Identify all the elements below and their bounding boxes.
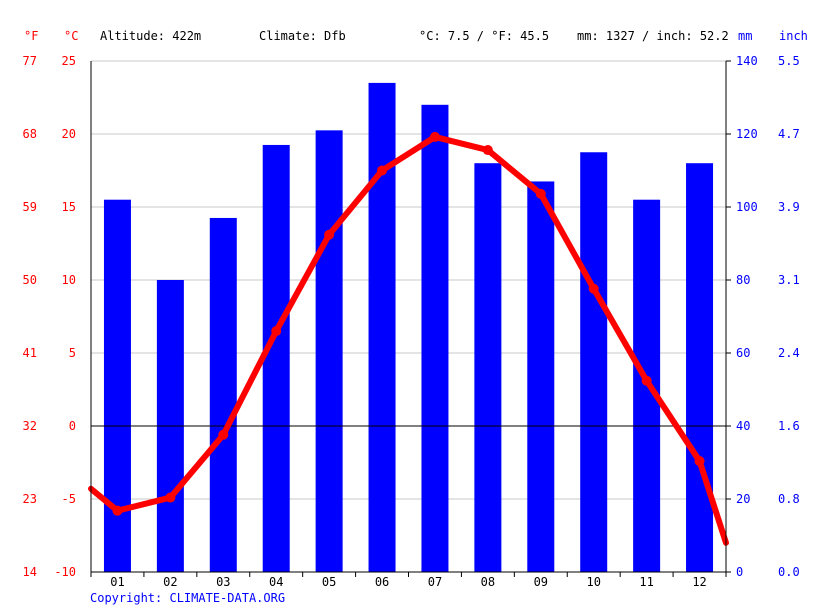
fahrenheit-tick-label: 77 <box>23 54 37 68</box>
inch-tick-label: 3.9 <box>778 200 800 214</box>
tick-labels: 77 25 140 5.568 20 120 4.759 15 100 3.950 10 80 3.14… <box>23 54 800 589</box>
celsius-tick-label: 25 <box>62 54 76 68</box>
mm-tick-label: 80 <box>736 273 750 287</box>
celsius-tick-label: 15 <box>62 200 76 214</box>
celsius-tick-label: -5 <box>62 492 76 506</box>
mm-tick-label: 100 <box>736 200 758 214</box>
month-tick-label: 07 <box>428 575 442 589</box>
inch-tick-label: 1.6 <box>778 419 800 433</box>
inch-tick-label: 0.8 <box>778 492 800 506</box>
temperature-point <box>218 429 229 440</box>
precipitation-bar <box>315 130 343 572</box>
celsius-tick-label: 20 <box>62 127 76 141</box>
fahrenheit-tick-label: 23 <box>23 492 37 506</box>
celsius-tick-label: -10 <box>54 565 76 579</box>
month-tick-label: 10 <box>586 575 600 589</box>
precipitation-bar <box>368 82 396 573</box>
copyright-text: Copyright: CLIMATE-DATA.ORG <box>90 591 286 605</box>
mm-tick-label: 0 <box>736 565 743 579</box>
mm-tick-label: 20 <box>736 492 750 506</box>
temperature-point <box>324 229 335 240</box>
temperature-point <box>641 375 652 386</box>
fahrenheit-tick-label: 68 <box>23 127 37 141</box>
temperature-point <box>535 188 546 199</box>
average-temperature-label: °C: 7.5 / °F: 45.5 <box>419 29 549 43</box>
temperature-point <box>588 283 599 294</box>
fahrenheit-unit-label: °F <box>24 29 38 43</box>
month-tick-label: 01 <box>110 575 124 589</box>
temperature-point <box>694 456 705 467</box>
month-tick-label: 05 <box>322 575 336 589</box>
grid-lines <box>91 60 726 573</box>
celsius-tick-label: 10 <box>62 273 76 287</box>
fahrenheit-tick-label: 14 <box>23 565 37 579</box>
celsius-tick-label: 0 <box>69 419 76 433</box>
precipitation-bar <box>580 152 608 572</box>
fahrenheit-tick-label: 50 <box>23 273 37 287</box>
month-tick-label: 08 <box>481 575 495 589</box>
precipitation-bar <box>527 181 555 572</box>
temperature-point <box>112 505 123 516</box>
total-precipitation-label: mm: 1327 / inch: 52.2 <box>577 29 729 43</box>
inch-tick-label: 2.4 <box>778 346 800 360</box>
temperature-point <box>429 131 440 142</box>
mm-tick-label: 60 <box>736 346 750 360</box>
precipitation-bar <box>262 144 290 572</box>
altitude-label: Altitude: 422m <box>100 29 201 43</box>
mm-tick-label: 140 <box>736 54 758 68</box>
axes <box>90 60 731 577</box>
inch-tick-label: 0.0 <box>778 565 800 579</box>
inch-tick-label: 5.5 <box>778 54 800 68</box>
month-tick-label: 04 <box>269 575 283 589</box>
temperature-point <box>482 145 493 156</box>
precipitation-bar <box>209 217 237 572</box>
month-tick-label: 02 <box>163 575 177 589</box>
inch-tick-label: 4.7 <box>778 127 800 141</box>
temperature-point <box>271 326 282 337</box>
fahrenheit-tick-label: 59 <box>23 200 37 214</box>
month-tick-label: 03 <box>216 575 230 589</box>
precipitation-bar <box>686 163 714 572</box>
fahrenheit-tick-label: 32 <box>23 419 37 433</box>
precipitation-bar <box>474 163 502 572</box>
temperature-point <box>377 165 388 176</box>
temperature-point <box>165 492 176 503</box>
chart-header: °F °C Altitude: 422m Climate: Dfb °C: 7.… <box>24 29 808 43</box>
mm-tick-label: 120 <box>736 127 758 141</box>
month-tick-label: 11 <box>639 575 653 589</box>
month-tick-label: 09 <box>534 575 548 589</box>
precipitation-bar <box>103 199 131 572</box>
inch-tick-label: 3.1 <box>778 273 800 287</box>
precipitation-bar <box>421 104 449 573</box>
inch-unit-label: inch <box>779 29 808 43</box>
month-tick-label: 12 <box>692 575 706 589</box>
climate-label: Climate: Dfb <box>259 29 346 43</box>
mm-unit-label: mm <box>738 29 752 43</box>
temperature-polyline <box>88 133 729 546</box>
celsius-tick-label: 5 <box>69 346 76 360</box>
fahrenheit-tick-label: 41 <box>23 346 37 360</box>
mm-tick-label: 40 <box>736 419 750 433</box>
month-tick-label: 06 <box>375 575 389 589</box>
temperature-line <box>88 131 729 546</box>
celsius-unit-label: °C <box>64 29 78 43</box>
